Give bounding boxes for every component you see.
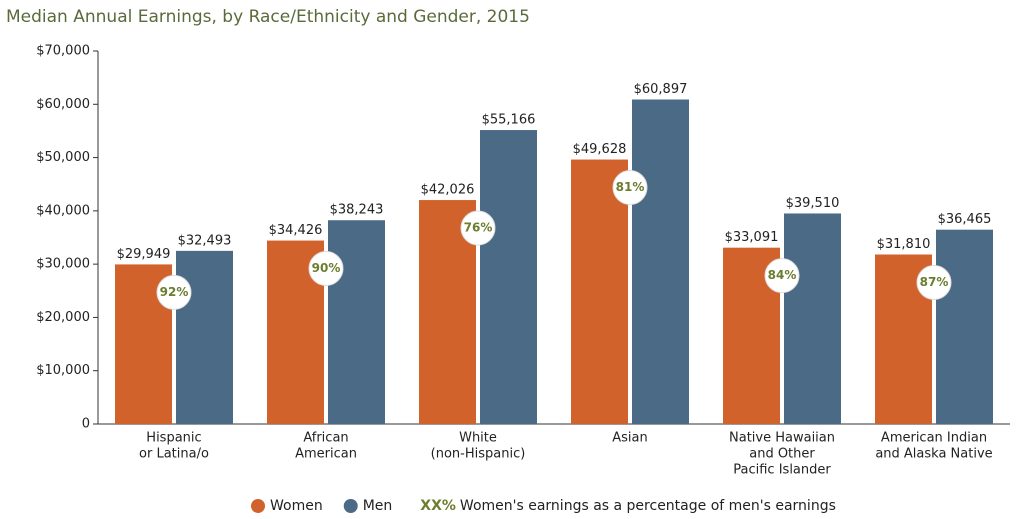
x-tick-label: Hispanic [146,431,201,446]
percent-badge [916,264,952,300]
value-label: $31,810 [877,237,931,252]
value-label: $39,510 [786,196,840,211]
bar [328,220,385,424]
legend-label: Men [363,498,393,514]
legend-symbol: XX% [420,498,456,514]
y-tick-label: $50,000 [36,150,90,165]
x-tick-label: Pacific Islander [733,463,831,478]
percent-label: 87% [920,275,949,289]
bar [176,250,233,424]
bar [784,213,841,424]
x-tick-label: American Indian [881,431,987,446]
percent-badge [764,258,800,294]
bar [571,159,628,424]
value-label: $34,426 [269,223,323,238]
value-label: $55,166 [482,113,536,128]
x-tick-label: White [459,431,497,446]
value-label: $42,026 [421,183,475,198]
value-label: $60,897 [634,82,688,97]
y-tick-label: 0 [82,417,90,432]
percent-badge [308,251,344,287]
y-tick-label: $20,000 [36,310,90,325]
value-label: $36,465 [938,212,992,227]
x-tick-label: Native Hawaiian [729,431,835,446]
value-label: $38,243 [330,203,384,218]
legend-swatch [343,499,358,513]
percent-label: 81% [616,180,645,194]
y-tick-label: $10,000 [36,363,90,378]
value-label: $29,949 [117,247,171,262]
percent-badge [460,210,496,246]
y-tick-label: $60,000 [36,97,90,112]
value-label: $49,628 [573,142,627,157]
percent-label: 84% [768,268,797,282]
x-tick-label: or Latina/o [139,447,209,462]
y-tick-label: $40,000 [36,203,90,218]
bar [936,229,993,424]
x-tick-label: (non-Hispanic) [431,447,526,462]
x-tick-label: African [303,431,348,446]
bar [480,130,537,425]
percent-label: 90% [312,261,341,275]
legend-swatch [251,499,265,513]
bar [632,99,689,425]
percent-badge [156,274,192,310]
value-label: $32,493 [178,233,232,248]
x-tick-label: Asian [612,431,647,446]
legend-label: Women's earnings as a percentage of men'… [460,498,836,514]
y-tick-label: $70,000 [36,44,90,59]
percent-badge [612,170,648,206]
value-label: $33,091 [725,230,779,245]
legend-label: Women [270,498,323,514]
x-tick-label: and Other [749,447,815,462]
chart-title: Median Annual Earnings, by Race/Ethnicit… [6,7,530,27]
percent-label: 92% [160,285,189,299]
y-tick-label: $30,000 [36,257,90,272]
percent-label: 76% [464,221,493,235]
x-tick-label: American [295,447,357,462]
x-tick-label: and Alaska Native [875,447,992,462]
